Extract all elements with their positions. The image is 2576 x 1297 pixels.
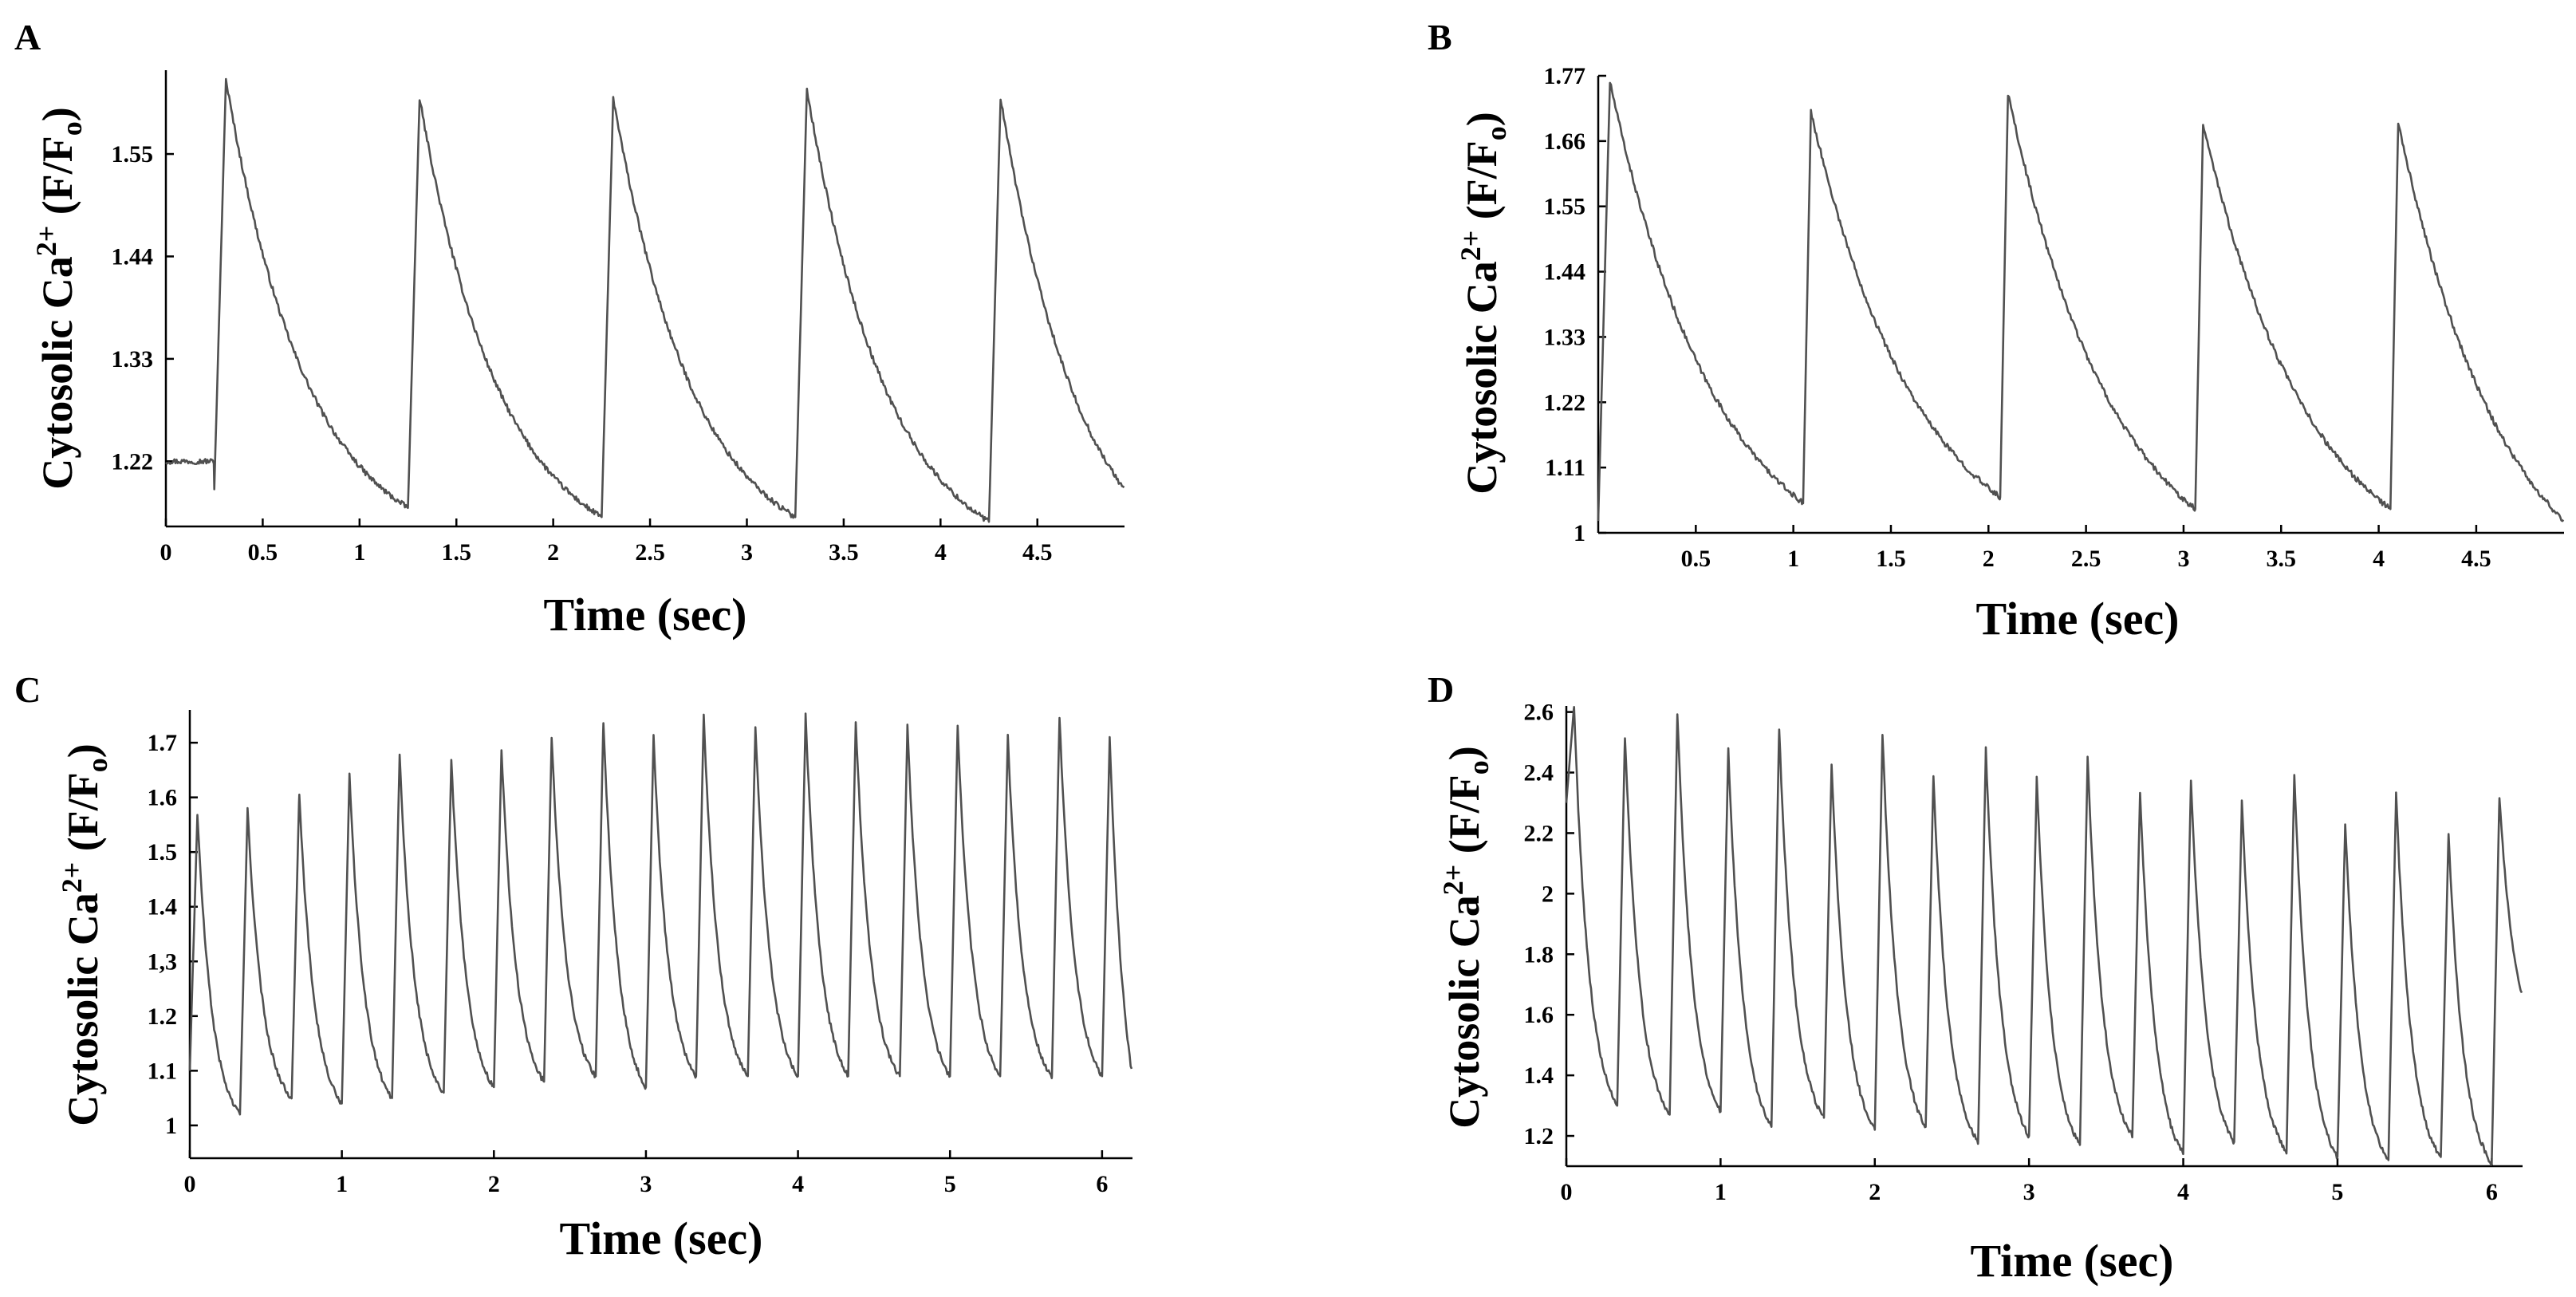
y-tick-label: 1.44 (112, 243, 154, 270)
y-tick-label: 1.4 (148, 894, 178, 921)
x-axis-label: Time (sec) (560, 1212, 763, 1264)
y-axis-label: Cytosolic Ca2+ (F/Fo) (30, 107, 88, 489)
y-tick-label: 1.2 (1524, 1123, 1554, 1149)
y-axis-label: Cytosolic Ca2+ (F/Fo) (1455, 112, 1512, 494)
y-tick-label: 1.22 (1544, 389, 1586, 416)
x-axis-label: Time (sec) (544, 589, 747, 641)
y-tick-label: 1.6 (148, 785, 178, 811)
x-tick-label: 4.5 (2461, 546, 2491, 572)
chart-panel-a: A 0 0.5 1 1.5 2 2.5 3 3.5 4 4.5 1.22 1.33 1.44 1.55 Tim… (14, 17, 1125, 641)
x-tick-label: 4 (935, 539, 947, 566)
y-tick-label: 1.22 (112, 448, 154, 475)
series-line-calcium (188, 712, 1133, 1116)
y-tick-label: 1.6 (1524, 1002, 1554, 1028)
y-tick-label: 1.7 (148, 730, 178, 756)
x-tick-label: 1.5 (441, 539, 471, 566)
x-tick-label: 2.5 (2071, 546, 2101, 572)
panel-letter: C (14, 669, 41, 710)
y-tick-label: 1.33 (1544, 324, 1586, 350)
y-tick-label: 1 (165, 1113, 177, 1139)
x-tick-label: 1 (353, 539, 365, 566)
x-tick-label: 5 (944, 1171, 956, 1197)
panel-letter: D (1428, 669, 1454, 710)
x-tick-label: 4 (2373, 546, 2385, 572)
series-line-calcium (1597, 81, 2565, 522)
y-tick-label: 1.2 (148, 1003, 178, 1030)
x-tick-label: 6 (1096, 1171, 1108, 1197)
x-tick-label: 1.5 (1876, 546, 1906, 572)
x-tick-label: 4 (2177, 1179, 2189, 1205)
x-tick-label: 0.5 (1681, 546, 1711, 572)
x-tick-label: 3 (2023, 1179, 2035, 1205)
y-tick-label: 1.55 (1544, 194, 1586, 220)
x-tick-label: 2 (547, 539, 559, 566)
x-tick-label: 1 (336, 1171, 348, 1197)
y-tick-label: 2 (1542, 881, 1554, 907)
x-tick-label: 0 (184, 1171, 196, 1197)
x-tick-label: 3.5 (829, 539, 859, 566)
y-tick-label: 1.66 (1544, 128, 1586, 155)
y-tick-label: 1.4 (1524, 1062, 1554, 1089)
y-tick-label: 1 (1574, 520, 1585, 546)
y-tick-label: 1.8 (1524, 941, 1554, 968)
series-line-calcium (1565, 706, 2523, 1166)
x-tick-label: 6 (2486, 1179, 2498, 1205)
y-tick-label: 1.5 (148, 839, 178, 865)
x-tick-label: 3 (2177, 546, 2189, 572)
chart-panel-c: C 0 1 2 3 4 5 6 1 1.1 1.2 1,3 1.4 1.5 1.6 1.7 Time (sec)… (14, 669, 1133, 1264)
y-tick-label: 1,3 (148, 948, 178, 975)
y-axis-label: Cytosolic Ca2+ (F/Fo) (56, 743, 113, 1126)
x-tick-label: 3 (741, 539, 753, 566)
x-tick-label: 2 (1983, 546, 1995, 572)
y-tick-label: 2.4 (1524, 760, 1554, 786)
series-line-calcium (165, 77, 1125, 523)
panel-letter: B (1428, 17, 1452, 57)
y-tick-label: 1.11 (1545, 455, 1585, 481)
x-tick-label: 1 (1715, 1179, 1727, 1205)
x-tick-label: 2 (1869, 1179, 1881, 1205)
x-tick-label: 0 (160, 539, 172, 566)
y-tick-label: 1.1 (148, 1058, 178, 1084)
x-tick-label: 3 (640, 1171, 652, 1197)
x-tick-label: 4 (792, 1171, 804, 1197)
y-tick-label: 2.6 (1524, 700, 1554, 726)
y-axis-label: Cytosolic Ca2+ (F/Fo) (1437, 746, 1495, 1128)
x-axis-label: Time (sec) (1976, 593, 2180, 645)
y-tick-label: 2.2 (1524, 820, 1554, 846)
x-tick-label: 5 (2331, 1179, 2343, 1205)
x-tick-label: 1 (1787, 546, 1799, 572)
chart-panel-b: B 0.5 1 1.5 2 2.5 3 3.5 4 4.5 1 1.11 1.22 1.33 1.44 1.5… (1428, 17, 2565, 645)
x-tick-label: 3.5 (2267, 546, 2297, 572)
y-tick-label: 1.77 (1544, 63, 1586, 89)
x-tick-label: 4.5 (1022, 539, 1053, 566)
y-tick-label: 1.33 (112, 346, 154, 373)
x-tick-label: 0.5 (248, 539, 278, 566)
x-tick-label: 2 (488, 1171, 500, 1197)
y-tick-label: 1.55 (112, 141, 154, 168)
x-tick-label: 0 (1561, 1179, 1573, 1205)
x-tick-label: 2.5 (635, 539, 665, 566)
chart-panel-d: D 0 1 2 3 4 5 6 1.2 1.4 1.6 1.8 2 2.2 2.4 2.6 Time (sec)… (1428, 669, 2523, 1287)
panel-letter: A (14, 17, 41, 57)
y-tick-label: 1.44 (1544, 259, 1586, 286)
x-axis-label: Time (sec) (1971, 1235, 2174, 1287)
